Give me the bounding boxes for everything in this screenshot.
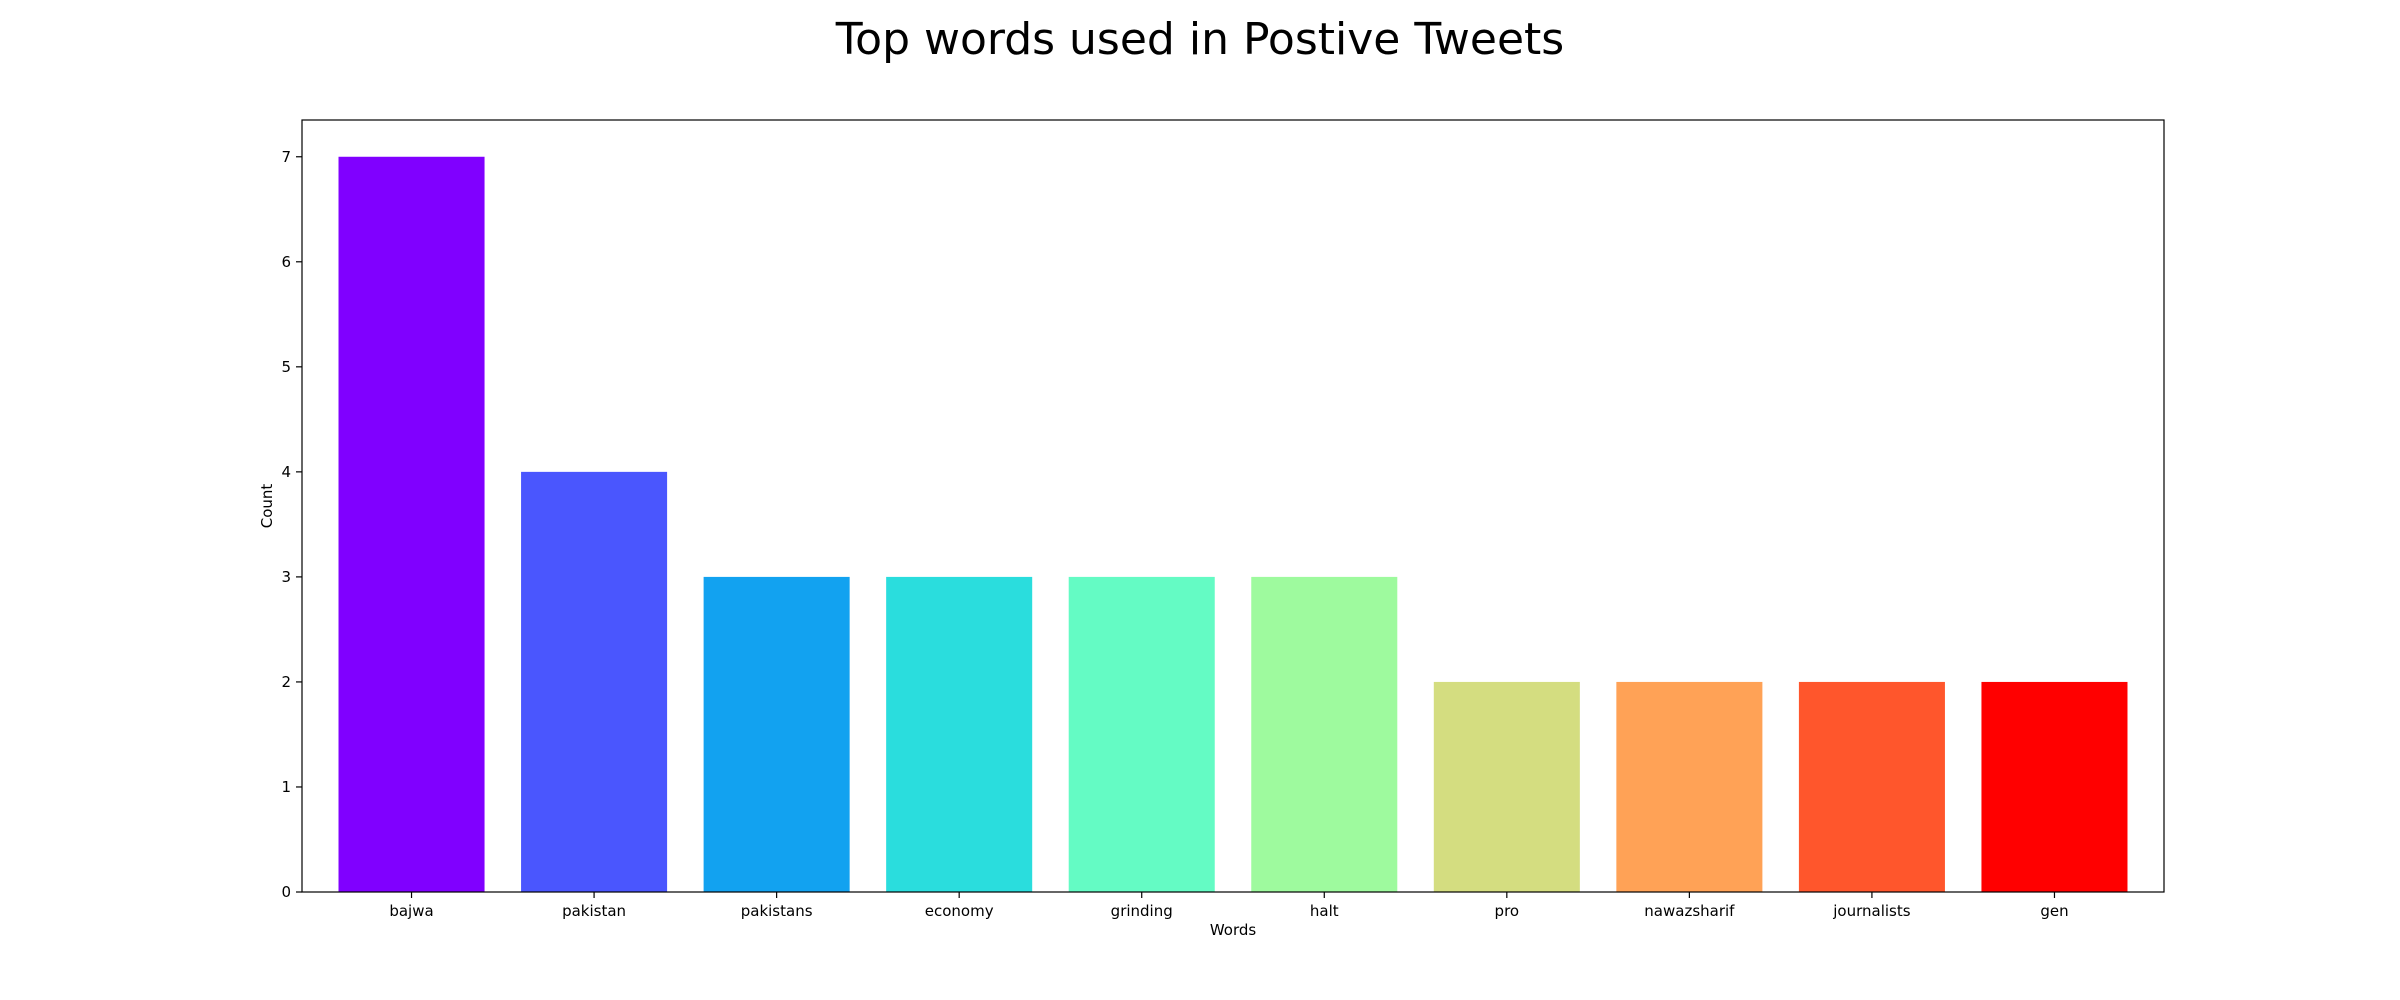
x-axis-label: Words — [1210, 921, 1257, 939]
x-axis-ticks: bajwa pakistan pakistans economy grinding hal… — [389, 892, 2069, 920]
bars-group — [338, 156, 2128, 892]
y-tick-label: 4 — [281, 463, 291, 481]
x-tick-label: pro — [1495, 902, 1520, 920]
bar-bajwa — [338, 156, 485, 892]
y-tick-label: 0 — [281, 883, 291, 901]
y-tick-label: 7 — [281, 148, 291, 166]
y-tick-label: 1 — [281, 778, 291, 796]
x-tick-label: nawazsharif — [1644, 902, 1735, 920]
y-tick-label: 5 — [281, 358, 291, 376]
y-axis-label: Count — [258, 484, 276, 529]
x-tick-label: halt — [1310, 902, 1339, 920]
x-tick-label: gen — [2040, 902, 2068, 920]
bar-grinding — [1068, 576, 1215, 892]
y-tick-label: 3 — [281, 568, 291, 586]
bar-nawazsharif — [1616, 681, 1763, 892]
bar-pakistans — [703, 576, 850, 892]
bar-journalists — [1798, 681, 1945, 892]
chart-title: Top words used in Postive Tweets — [835, 14, 1565, 65]
bar-pro — [1433, 681, 1580, 892]
y-tick-label: 2 — [281, 673, 291, 691]
x-tick-label: pakistans — [741, 902, 813, 920]
y-axis-ticks: 0 1 2 3 4 5 6 7 — [281, 148, 302, 901]
x-tick-label: economy — [925, 902, 994, 920]
plot-frame — [301, 119, 2165, 893]
bar-economy — [886, 576, 1033, 892]
x-tick-label: journalists — [1832, 902, 1910, 920]
y-tick-label: 6 — [281, 253, 291, 271]
x-tick-label: grinding — [1111, 902, 1173, 920]
bar-gen — [1981, 681, 2128, 892]
x-tick-label: bajwa — [389, 902, 433, 920]
x-tick-label: pakistan — [562, 902, 626, 920]
bar-pakistan — [521, 471, 668, 892]
bar-halt — [1251, 576, 1398, 892]
